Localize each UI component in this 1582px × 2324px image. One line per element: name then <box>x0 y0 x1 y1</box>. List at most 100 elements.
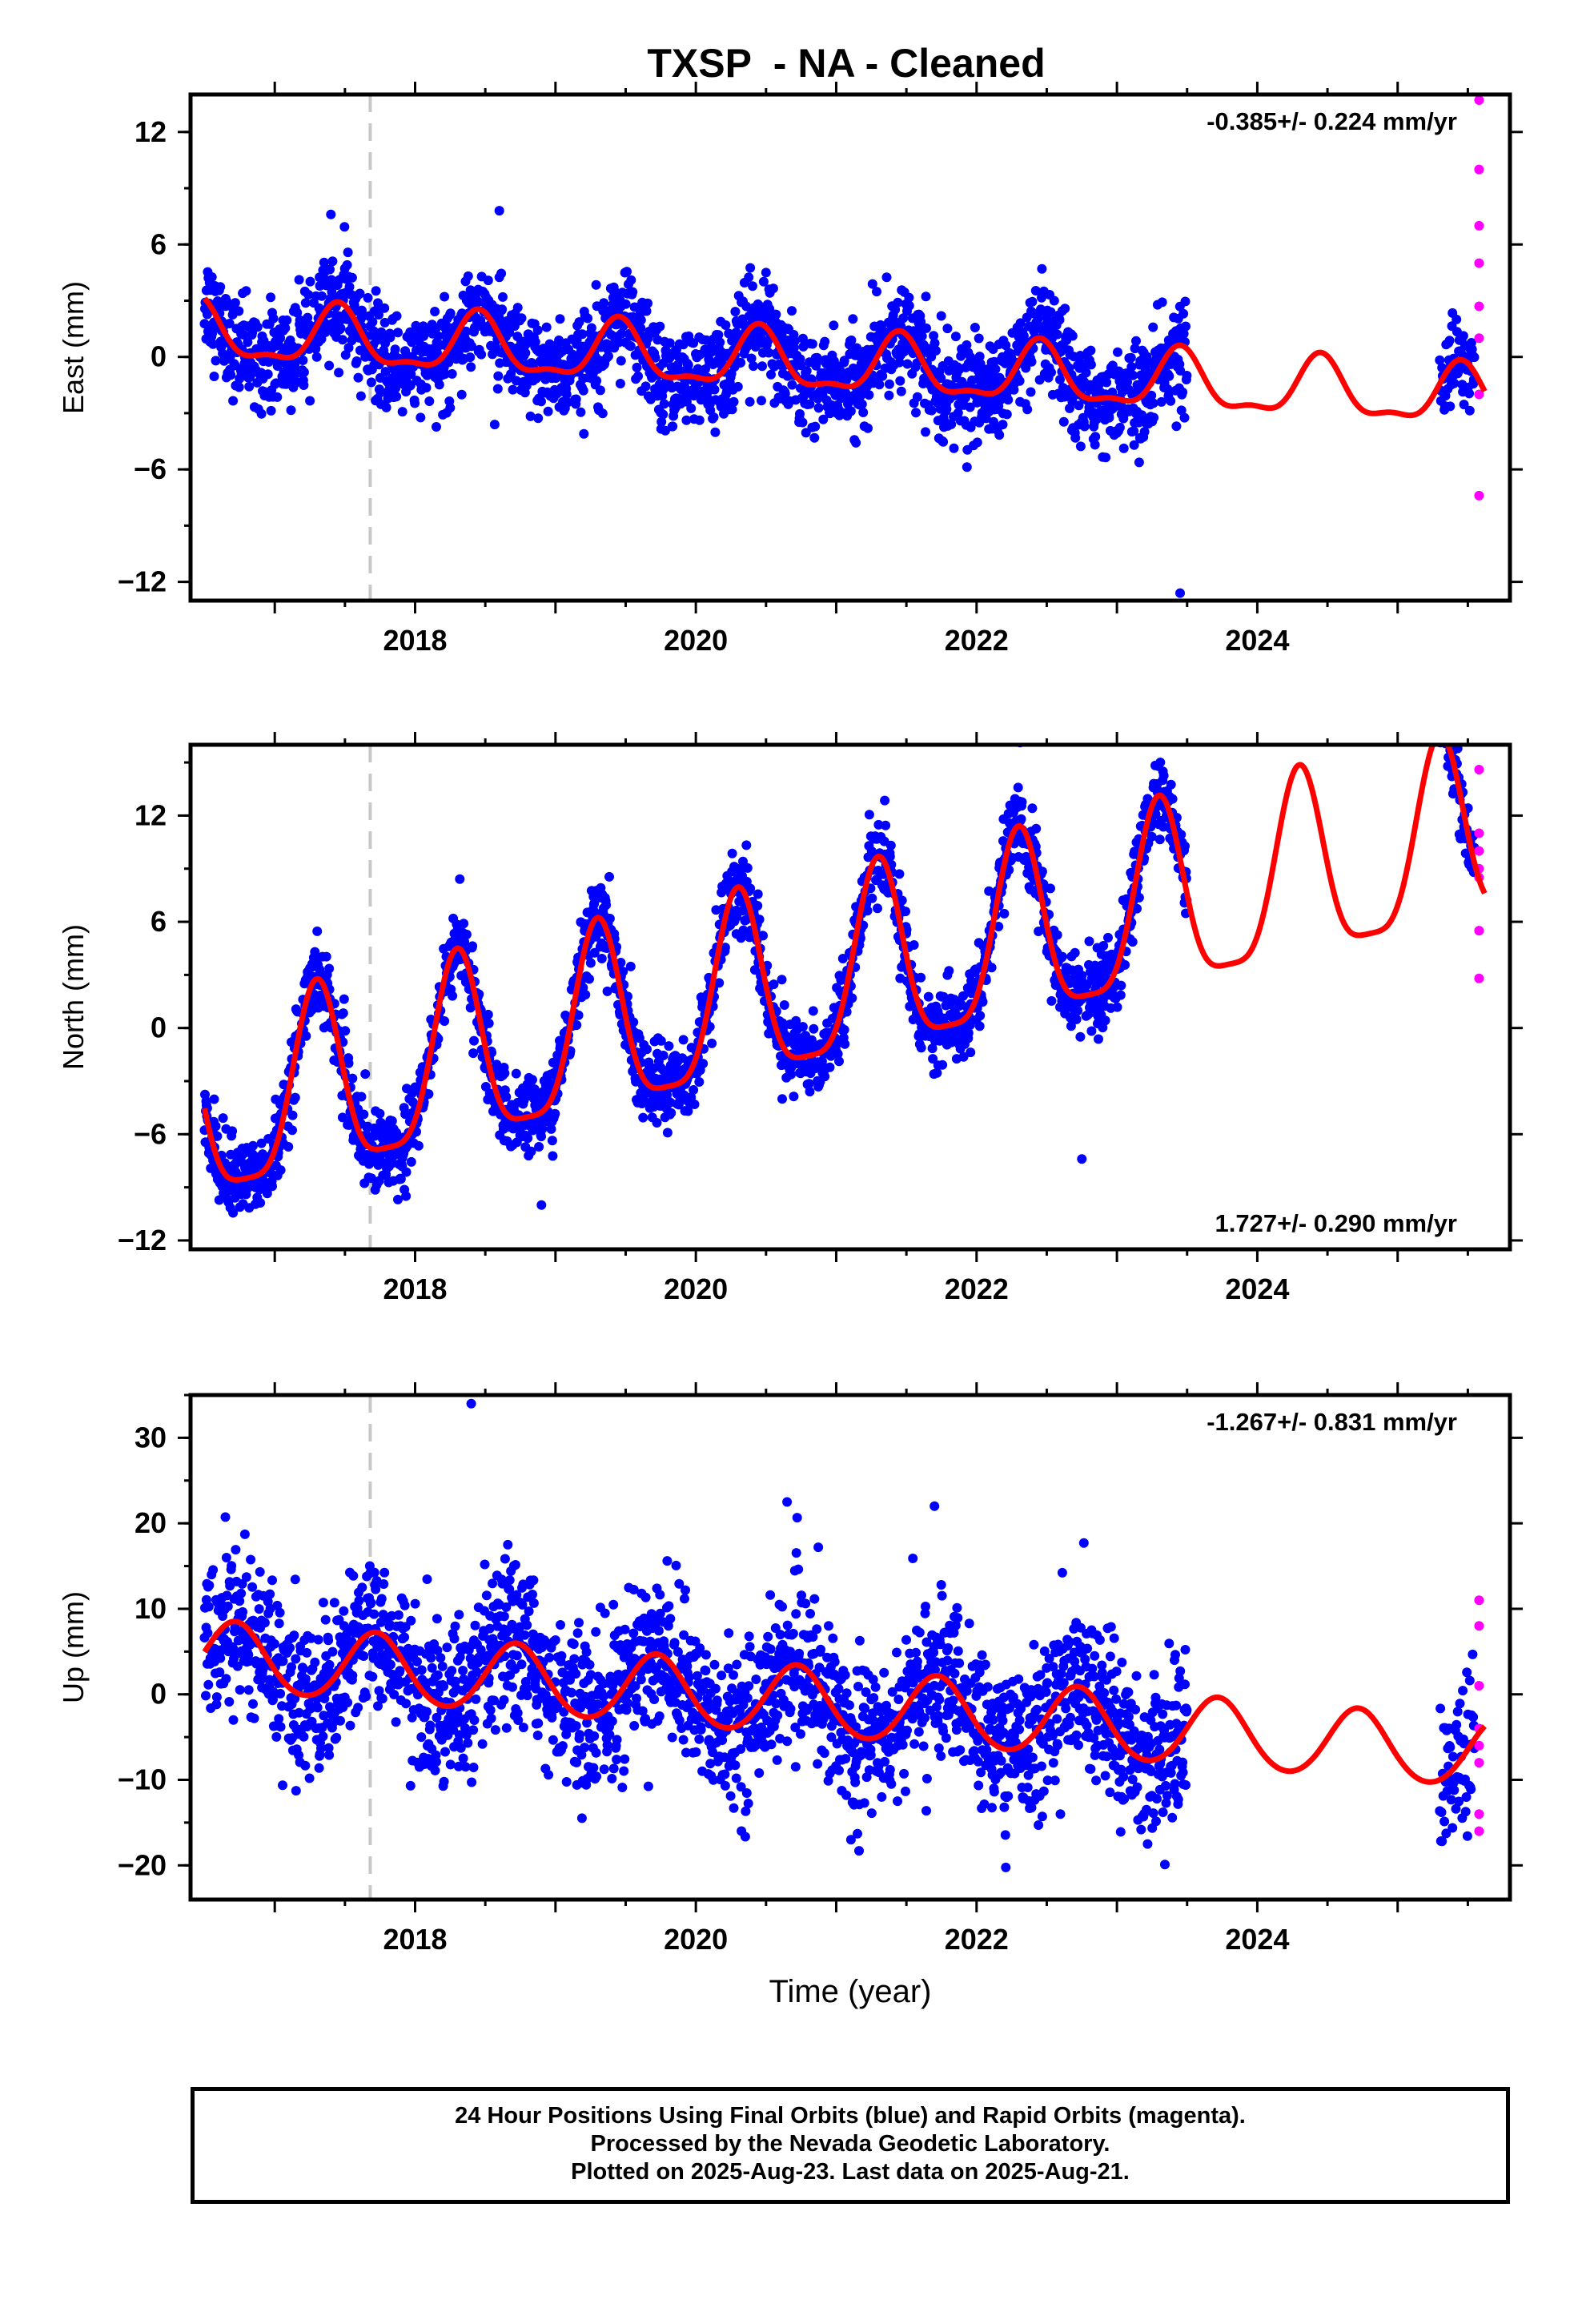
data-point <box>1166 779 1176 790</box>
y-tick-label: −12 <box>118 565 167 598</box>
data-point <box>278 1780 287 1791</box>
data-point <box>222 297 232 308</box>
data-point <box>1439 731 1448 741</box>
data-point <box>758 276 769 287</box>
data-point <box>278 1656 288 1667</box>
data-point <box>1002 409 1012 420</box>
data-point <box>508 384 518 395</box>
data-point <box>946 419 957 429</box>
data-point <box>1013 782 1023 793</box>
data-point <box>548 1151 558 1161</box>
data-point <box>916 317 926 327</box>
data-point <box>837 954 848 963</box>
data-point <box>1037 263 1047 274</box>
data-point <box>694 415 705 425</box>
data-point <box>958 1051 969 1062</box>
data-point <box>898 313 909 324</box>
data-point <box>212 1131 223 1141</box>
data-point <box>211 356 221 366</box>
data-point <box>820 336 830 347</box>
data-point <box>1437 686 1447 696</box>
data-point <box>873 903 882 914</box>
data-point <box>576 407 586 417</box>
data-point <box>881 820 891 830</box>
data-point <box>337 335 347 345</box>
data-point <box>275 1722 286 1732</box>
data-point <box>347 1073 358 1084</box>
data-point <box>266 292 276 303</box>
data-point <box>512 303 523 313</box>
data-point <box>758 931 768 941</box>
final-orbit-points-east <box>199 206 1480 598</box>
data-point <box>1146 390 1157 400</box>
data-point <box>577 329 588 340</box>
data-point <box>303 289 314 300</box>
data-point <box>1167 794 1178 804</box>
data-point <box>1057 951 1067 962</box>
data-point <box>1014 376 1025 386</box>
data-point <box>1464 388 1475 399</box>
data-point <box>932 1068 942 1078</box>
data-point <box>239 1529 250 1539</box>
data-point <box>730 307 741 317</box>
data-point <box>379 303 390 313</box>
data-point <box>303 312 313 323</box>
data-point <box>227 1126 238 1136</box>
data-point <box>984 886 994 896</box>
data-point <box>897 895 907 906</box>
data-point <box>340 1026 351 1036</box>
data-point <box>537 1124 548 1134</box>
data-point <box>573 1010 584 1020</box>
data-point <box>433 331 444 341</box>
data-point <box>975 359 986 369</box>
data-point <box>678 1035 689 1045</box>
data-point <box>445 308 456 319</box>
data-point <box>1113 347 1122 357</box>
data-point <box>978 997 988 1007</box>
data-point <box>247 1582 258 1592</box>
data-point <box>658 1051 669 1060</box>
data-point <box>592 376 602 386</box>
data-point <box>469 1035 479 1046</box>
data-point <box>659 399 669 409</box>
data-point <box>572 1020 582 1030</box>
data-point <box>269 1638 279 1649</box>
data-point <box>1086 360 1096 370</box>
data-point <box>974 352 985 362</box>
data-point <box>1049 296 1059 306</box>
data-point <box>601 900 612 910</box>
data-point <box>801 366 812 376</box>
data-point <box>1115 990 1126 1000</box>
data-point <box>744 272 754 283</box>
data-point <box>271 1731 282 1742</box>
data-point <box>797 1022 808 1032</box>
data-point <box>894 869 905 879</box>
data-point <box>721 320 731 330</box>
data-point <box>622 267 632 277</box>
y-tick-label: 12 <box>135 798 167 831</box>
data-point <box>625 341 636 352</box>
data-point <box>265 1589 275 1599</box>
data-point <box>226 370 236 380</box>
data-point <box>683 360 693 370</box>
data-point <box>298 356 308 365</box>
data-point <box>616 328 627 339</box>
data-point <box>243 337 253 348</box>
data-point <box>1158 770 1169 781</box>
data-point <box>203 1628 213 1638</box>
data-point <box>749 361 758 372</box>
data-point <box>656 416 667 427</box>
data-point <box>1027 296 1038 307</box>
data-point <box>597 408 608 419</box>
data-point <box>287 1110 298 1120</box>
model-curve-east <box>202 296 1488 419</box>
data-point <box>689 338 699 348</box>
data-point <box>1445 704 1455 714</box>
data-point <box>786 1069 796 1080</box>
data-point <box>459 919 469 929</box>
data-point <box>248 1699 258 1709</box>
data-point <box>483 275 493 286</box>
data-point <box>380 367 391 377</box>
data-point <box>351 356 362 366</box>
